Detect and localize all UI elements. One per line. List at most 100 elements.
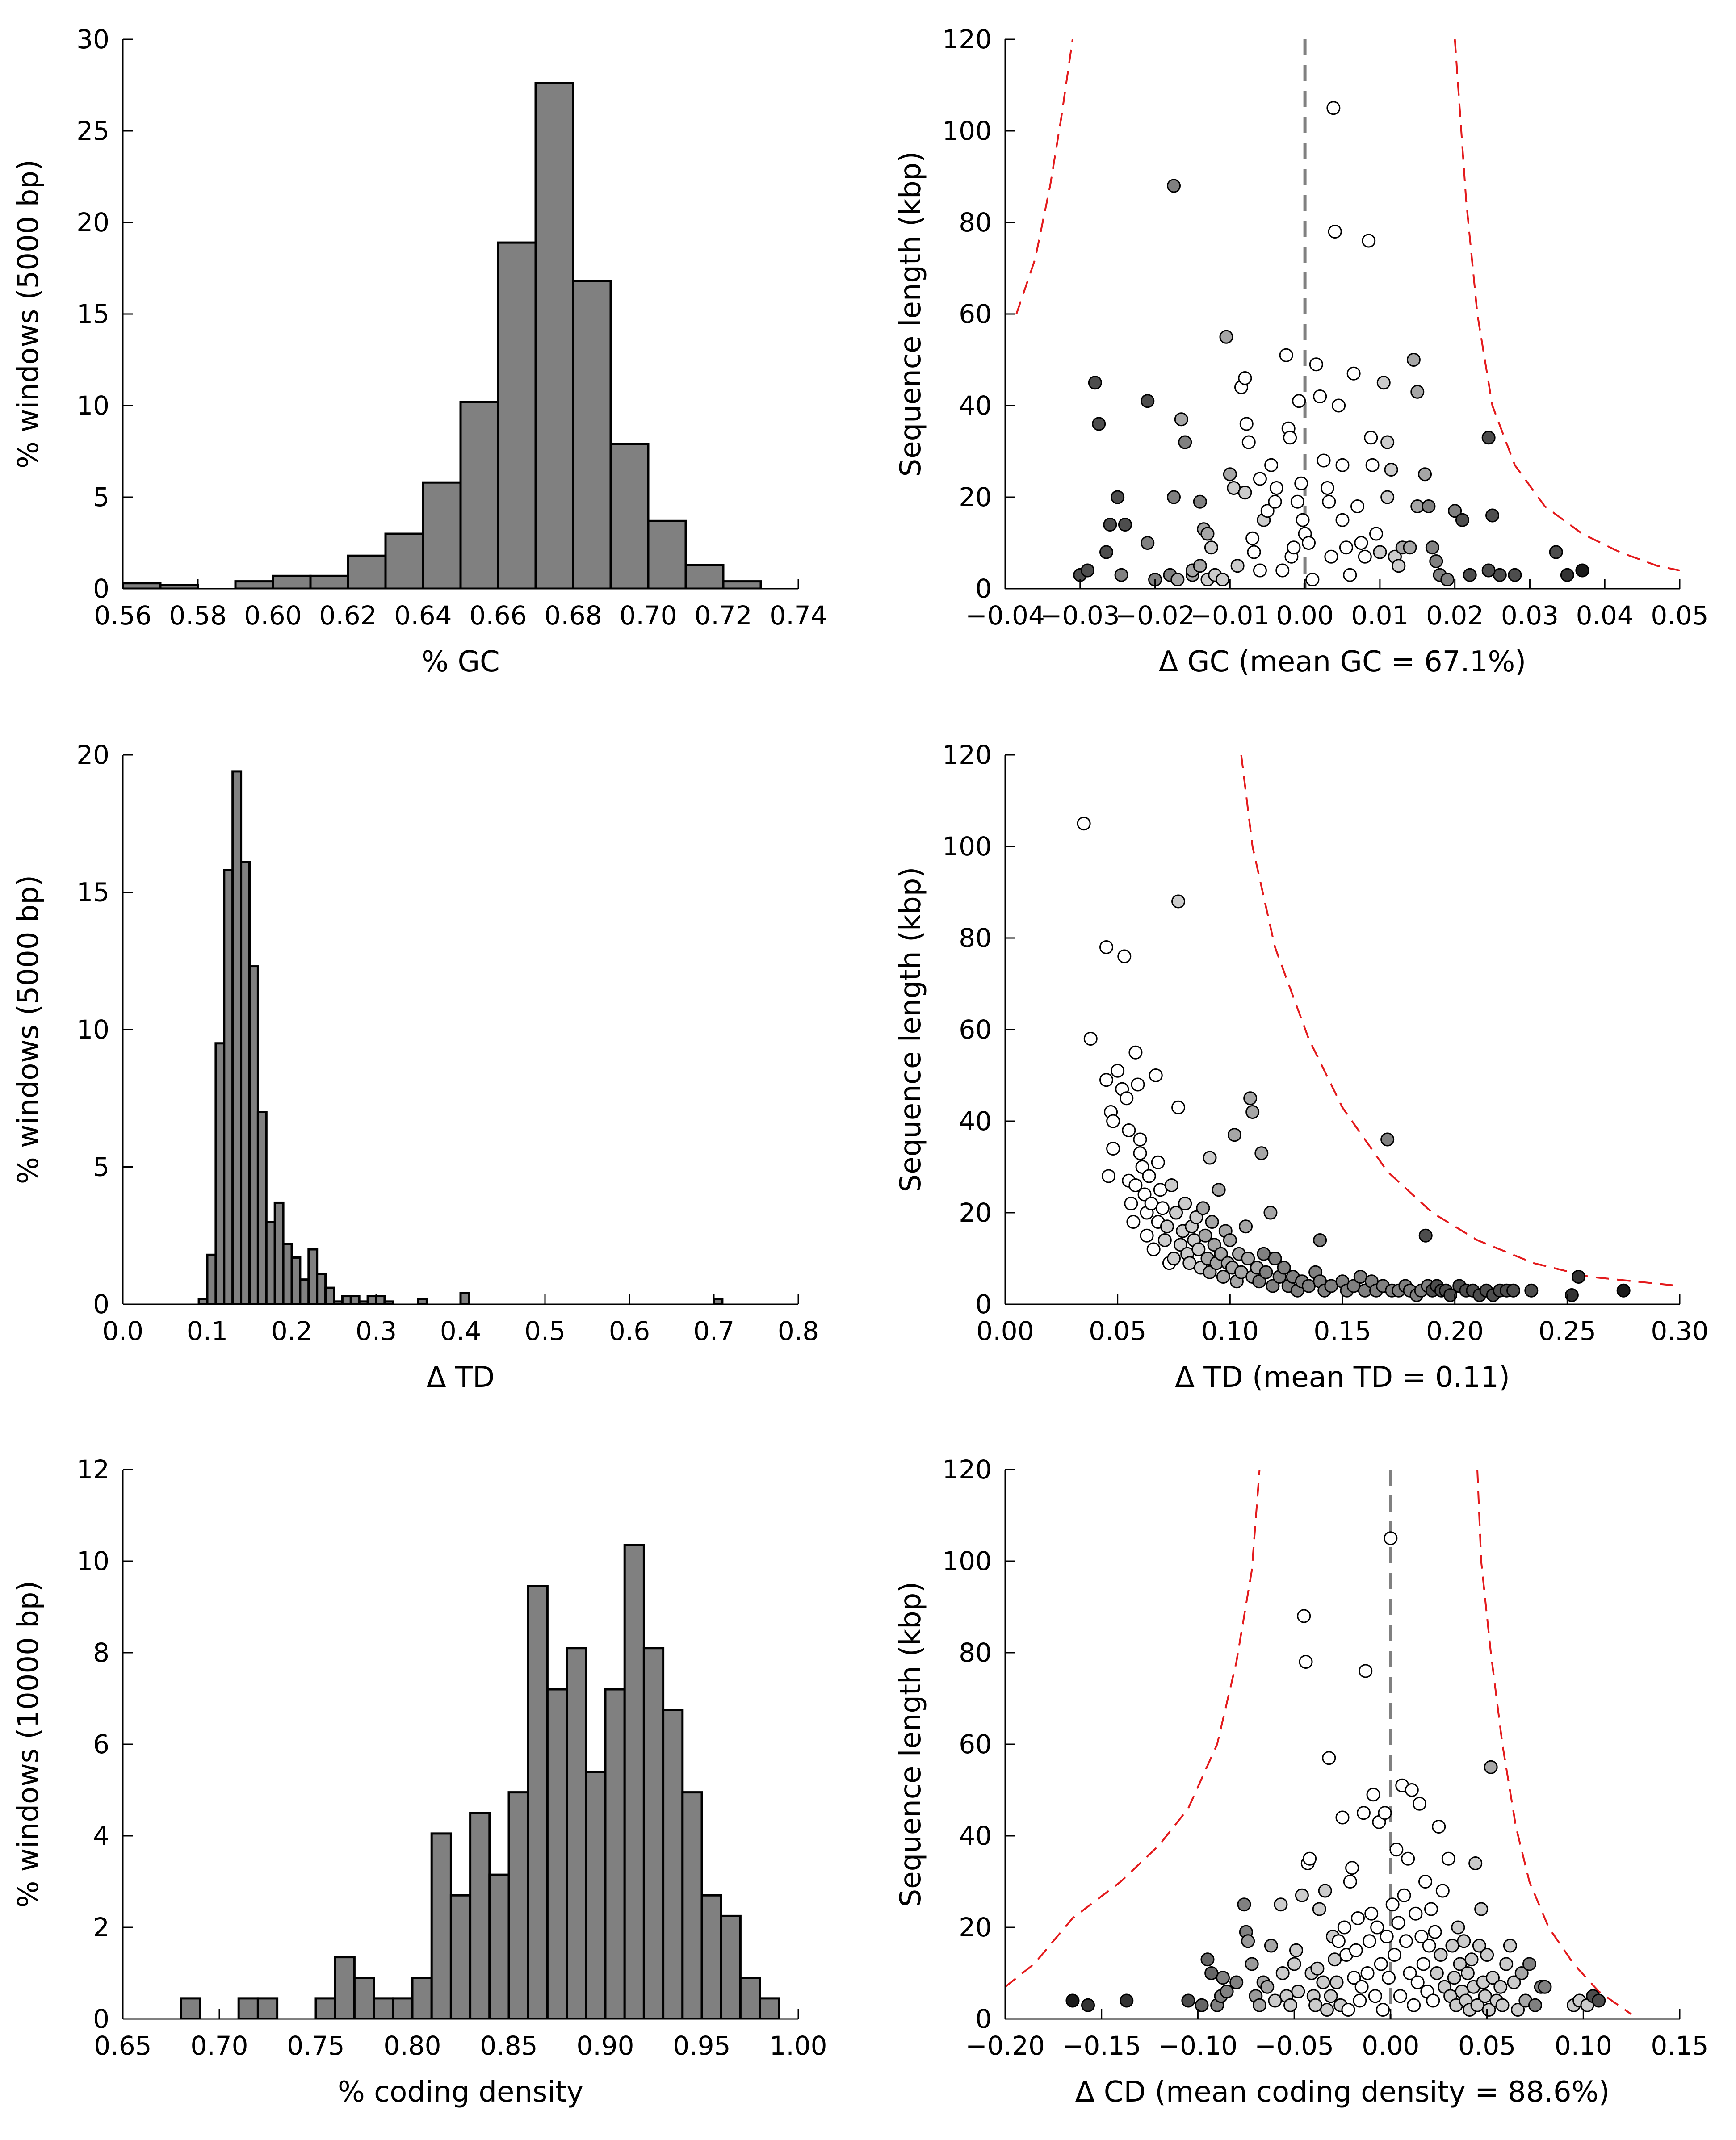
scatter-point [1160, 1219, 1174, 1234]
scatter-point [1260, 1980, 1275, 1994]
boundary-left-curve [1005, 1470, 1261, 1988]
scatter-point [1418, 1228, 1433, 1243]
scatter-point [1349, 1943, 1363, 1957]
x-tick-label: 0.64 [394, 600, 452, 631]
histogram-bar [469, 1812, 491, 2019]
scatter-point [1317, 453, 1331, 468]
x-axis-label: Δ CD (mean coding density = 88.6%) [1075, 2076, 1610, 2109]
scatter-point [1239, 1219, 1253, 1234]
scatter-point [1245, 1105, 1260, 1119]
scatter-point [1443, 1288, 1458, 1302]
scatter-point [1485, 508, 1500, 523]
x-tick-label: 0.10 [1201, 1316, 1259, 1346]
scatter-point [1198, 1228, 1212, 1243]
histogram-bar [307, 1248, 319, 1304]
scatter-point [1133, 1146, 1147, 1160]
scatter-point [1335, 513, 1350, 527]
y-tick-label: 40 [959, 1106, 992, 1136]
scatter-point [1092, 417, 1106, 431]
scatter-point [1369, 527, 1383, 541]
scatter-point [1169, 1206, 1183, 1220]
scatter-point [1368, 1989, 1382, 2003]
scatter-point [1200, 527, 1215, 541]
scatter-point [1422, 1939, 1436, 1953]
scatter-point [1432, 1820, 1446, 1834]
x-tick-label: 0.75 [287, 2031, 344, 2061]
scatter-point [1294, 476, 1308, 490]
scatter-point [1252, 1998, 1266, 2012]
scatter-point [1287, 540, 1301, 555]
scatter-point [1157, 1233, 1172, 1247]
scatter-point [1480, 1948, 1494, 1962]
scatter-point [1426, 1993, 1440, 2008]
scatter-point [1564, 1288, 1579, 1302]
scatter-point [1481, 563, 1496, 578]
scatter-point [1254, 1146, 1269, 1160]
y-tick-label: 2 [93, 1912, 109, 1943]
scatter-point [1511, 2003, 1525, 2017]
scatter-point [1560, 568, 1574, 582]
histogram-bar [684, 564, 725, 589]
scatter-point [1303, 1851, 1317, 1866]
scatter-point [1341, 2003, 1355, 2017]
scatter-point [1291, 1985, 1305, 1998]
histogram-bar [566, 1647, 587, 2019]
scatter-point [1384, 1531, 1398, 1545]
scatter-point [1111, 1064, 1125, 1078]
histogram-bar [223, 869, 234, 1304]
scatter-point [1416, 1957, 1430, 1971]
x-axis-label: Δ GC (mean GC = 67.1%) [1159, 645, 1526, 678]
scatter-point [1083, 1032, 1098, 1046]
x-tick-label: 0.05 [1089, 1316, 1146, 1346]
histogram-bar [392, 1997, 414, 2019]
x-tick-label: 1.00 [769, 2031, 827, 2061]
histogram-bar [231, 770, 243, 1304]
gc-scatter-plot-area [1015, 39, 1680, 589]
scatter-point [1380, 490, 1395, 504]
y-tick-label: 15 [76, 299, 109, 329]
x-axis-label: Δ TD [427, 1361, 495, 1394]
histogram-bar [422, 481, 462, 589]
scatter-point [1506, 1283, 1521, 1298]
x-tick-label: 0.85 [480, 2031, 537, 2061]
histogram-bar [572, 280, 612, 589]
scatter-point [1212, 1183, 1226, 1197]
scatter-point [1268, 1993, 1282, 2008]
scatter-point [1065, 1993, 1080, 2008]
y-axis-label: % windows (10000 bp) [12, 1581, 45, 1908]
histogram-bar [722, 580, 762, 589]
scatter-point [1077, 817, 1091, 831]
scatter-point [1455, 513, 1469, 527]
scatter-point [1364, 431, 1378, 445]
y-tick-label: 0 [975, 1289, 992, 1319]
histogram-bar [375, 1295, 386, 1304]
scatter-point [1448, 504, 1462, 518]
scatter-point [1384, 463, 1398, 477]
x-tick-label: 0.8 [778, 1316, 819, 1346]
x-tick-label: −0.02 [1115, 600, 1195, 631]
histogram-bar [256, 1111, 268, 1304]
histogram-bar [123, 582, 162, 589]
x-tick-label: 0.25 [1539, 1316, 1596, 1346]
scatter-point [1406, 353, 1421, 367]
scatter-point [1241, 1252, 1255, 1265]
scatter-point [1106, 1142, 1120, 1156]
x-tick-label: 0.70 [619, 600, 677, 631]
histogram-bar [609, 443, 650, 589]
scatter-point [1283, 1998, 1298, 2012]
scatter-point [1380, 1132, 1395, 1147]
scatter-point [1260, 504, 1275, 518]
y-tick-label: 4 [93, 1821, 109, 1851]
x-tick-label: 0.90 [576, 2031, 634, 2061]
y-tick-label: 120 [942, 1454, 992, 1485]
scatter-point [1345, 1861, 1359, 1875]
scatter-point [1503, 1939, 1517, 1953]
scatter-point [1239, 417, 1254, 431]
scatter-point [1309, 357, 1323, 372]
scatter-point [1370, 1920, 1384, 1935]
histogram-bar [384, 532, 424, 589]
scatter-point [1318, 1884, 1332, 1898]
scatter-point [1474, 1902, 1489, 1916]
scatter-point [1193, 559, 1207, 573]
scatter-point [1243, 1091, 1258, 1106]
